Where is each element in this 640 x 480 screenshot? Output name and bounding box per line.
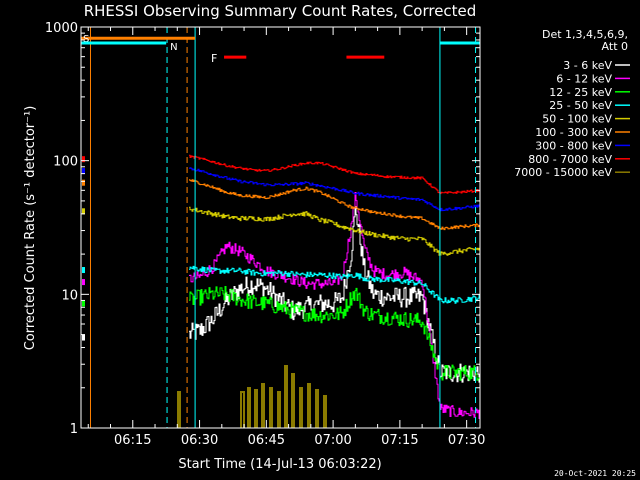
legend-entry-8: 7000 - 15000 keV [514, 166, 612, 179]
x-axis-label: Start Time (14-Jul-13 06:03:22) [178, 457, 381, 472]
series-start-stub-0 [82, 334, 85, 341]
series-line-0 [189, 206, 481, 383]
legend-entry-3: 25 - 50 keV [549, 99, 612, 112]
legend-entry-2: 12 - 25 keV [549, 86, 612, 99]
series-line-8 [177, 365, 327, 428]
legend-entry-1: 6 - 12 keV [556, 72, 612, 85]
series-start-stub-5 [82, 179, 85, 186]
legend-entry-5: 100 - 300 keV [535, 126, 612, 139]
flag-label-1: N [170, 42, 177, 53]
series-line-1 [189, 192, 481, 419]
series-start-stub-3 [82, 267, 85, 274]
x-tick-label-2: 06:45 [248, 433, 285, 448]
series-line-2 [189, 286, 480, 381]
x-tick-label-0: 06:15 [114, 433, 151, 448]
markers-layer: S N F [81, 27, 480, 428]
series-start-stub-7 [82, 156, 85, 163]
series-line-6 [189, 167, 480, 212]
y-tick-label-2: 100 [53, 155, 78, 170]
chart-title: RHESSI Observing Summary Count Rates, Co… [84, 2, 477, 20]
legend-entry-6: 300 - 800 keV [535, 139, 612, 152]
x-tick-label-3: 07:00 [314, 433, 351, 448]
series-start-stub-4 [82, 208, 85, 215]
legend-entry-7: 800 - 7000 keV [528, 153, 612, 166]
legend-entry-4: 50 - 100 keV [542, 113, 612, 126]
series-line-5 [189, 179, 481, 231]
footer-date: 20-Oct-2021 20:25 [554, 469, 636, 478]
x-tick-label-5: 07:30 [448, 433, 485, 448]
series-start-stub-1 [82, 279, 85, 286]
axis-layer: 1 10 100 1000 06:15 06:30 06:45 07:00 07:15 07:30 [45, 21, 485, 448]
series-start-stub-6 [82, 168, 85, 175]
y-axis-label: Corrected Count Rate (s⁻¹ detector⁻¹) [23, 106, 38, 351]
series-start-stub-2 [82, 300, 85, 307]
y-tick-label-0: 1 [70, 422, 78, 437]
flare-label: F [211, 52, 217, 65]
legend-title-line-0: Det 1,3,4,5,6,9, [542, 28, 628, 41]
flag-label-0: S [83, 34, 89, 45]
x-tick-label-1: 06:30 [181, 433, 218, 448]
series-line-3 [189, 265, 481, 304]
legend-entry-0: 3 - 6 keV [563, 59, 612, 72]
y-tick-label-3: 1000 [45, 21, 78, 36]
series-line-7 [189, 154, 481, 195]
x-tick-label-4: 07:15 [381, 433, 418, 448]
y-tick-label-1: 10 [61, 288, 78, 303]
plot-frame [80, 26, 481, 429]
series-line-4 [189, 206, 481, 256]
legend-title-line-1: Att 0 [602, 40, 628, 53]
series-layer [82, 154, 481, 428]
